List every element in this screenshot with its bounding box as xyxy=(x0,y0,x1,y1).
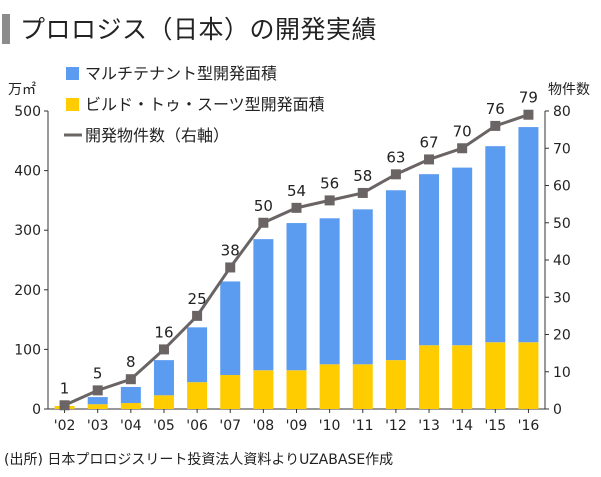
x-tick-label: '03 xyxy=(87,418,109,434)
x-tick-label: '04 xyxy=(120,418,142,434)
line-data-label: 8 xyxy=(126,353,136,371)
x-tick-label: '13 xyxy=(418,418,440,434)
chart-title: プロロジス（日本）の開発実績 xyxy=(20,15,378,44)
bar-build-to-suit xyxy=(452,345,473,409)
bar-multi-tenant xyxy=(120,386,141,404)
bar-multi-tenant xyxy=(87,397,108,405)
left-tick-label: 500 xyxy=(14,104,41,120)
bar-build-to-suit xyxy=(419,345,440,409)
line-data-label: 76 xyxy=(486,100,505,118)
legend-label-multi-tenant: マルチテナント型開発面積 xyxy=(85,64,277,83)
line-data-label: 50 xyxy=(254,197,273,215)
legend-swatch-build-to-suit xyxy=(66,98,79,111)
right-tick-label: 20 xyxy=(553,328,571,344)
line-data-label: 1 xyxy=(60,379,70,397)
line-marker xyxy=(225,262,236,273)
right-tick-label: 30 xyxy=(553,290,571,306)
line-marker xyxy=(490,120,501,131)
x-tick-label: '15 xyxy=(484,418,506,434)
line-data-label: 70 xyxy=(453,122,472,140)
x-tick-label: '05 xyxy=(153,418,175,434)
bar-build-to-suit xyxy=(319,364,340,409)
bar-build-to-suit xyxy=(187,382,208,409)
x-tick-label: '12 xyxy=(385,418,407,434)
bar-multi-tenant xyxy=(485,146,506,343)
bar-build-to-suit xyxy=(220,375,241,409)
bar-multi-tenant xyxy=(187,327,208,383)
line-marker xyxy=(59,400,70,411)
line-marker xyxy=(424,154,435,165)
line-marker xyxy=(258,217,269,228)
line-data-label: 25 xyxy=(188,290,207,308)
line-marker xyxy=(523,109,534,120)
line-marker xyxy=(125,374,136,385)
right-tick-label: 40 xyxy=(553,253,571,269)
line-marker xyxy=(158,344,169,355)
x-tick-label: '08 xyxy=(253,418,275,434)
line-data-label: 58 xyxy=(353,167,372,185)
right-tick-label: 80 xyxy=(553,104,571,120)
bar-multi-tenant xyxy=(220,281,241,376)
line-marker xyxy=(390,169,401,180)
line-marker xyxy=(457,143,468,154)
bar-multi-tenant xyxy=(419,174,440,346)
left-tick-label: 100 xyxy=(14,342,41,358)
bar-multi-tenant xyxy=(153,360,174,396)
bar-build-to-suit xyxy=(120,403,141,409)
x-tick-label: '09 xyxy=(286,418,308,434)
line-marker xyxy=(92,385,103,396)
bar-build-to-suit xyxy=(286,370,307,409)
legend-swatch-multi-tenant xyxy=(66,67,79,80)
line-data-label: 5 xyxy=(93,364,103,382)
right-tick-label: 70 xyxy=(553,141,571,157)
bar-multi-tenant xyxy=(452,167,473,346)
bar-multi-tenant xyxy=(319,218,340,365)
left-tick-label: 200 xyxy=(14,283,41,299)
line-data-label: 54 xyxy=(287,182,306,200)
line-marker xyxy=(291,202,302,213)
right-tick-label: 50 xyxy=(553,216,571,232)
x-tick-label: '07 xyxy=(219,418,241,434)
legend-label-build-to-suit: ビルド・トゥ・スーツ型開発面積 xyxy=(85,95,325,114)
bar-build-to-suit xyxy=(352,364,373,409)
title-accent-bar xyxy=(2,14,10,44)
x-tick-label: '14 xyxy=(451,418,473,434)
x-tick-label: '06 xyxy=(186,418,208,434)
line-marker xyxy=(192,310,203,321)
line-marker xyxy=(357,187,368,198)
right-tick-label: 0 xyxy=(553,402,562,418)
x-tick-label: '10 xyxy=(319,418,341,434)
bar-multi-tenant xyxy=(518,127,539,343)
bar-build-to-suit xyxy=(385,360,406,409)
bar-build-to-suit xyxy=(153,395,174,409)
left-tick-label: 400 xyxy=(14,164,41,180)
right-tick-label: 60 xyxy=(553,179,571,195)
line-data-label: 79 xyxy=(519,89,538,107)
source-note: (出所) 日本プロロジスリート投資法人資料よりUZABASE作成 xyxy=(4,452,394,468)
legend-label-line: 開発物件数（右軸） xyxy=(85,126,229,145)
bar-multi-tenant xyxy=(253,239,274,371)
left-tick-label: 300 xyxy=(14,223,41,239)
right-axis-label: 物件数 xyxy=(548,82,590,98)
line-marker xyxy=(324,195,335,206)
line-data-label: 16 xyxy=(154,323,173,341)
x-tick-label: '16 xyxy=(518,418,540,434)
x-tick-label: '02 xyxy=(54,418,76,434)
bar-build-to-suit xyxy=(87,404,108,409)
line-data-label: 67 xyxy=(419,133,438,151)
bar-build-to-suit xyxy=(485,342,506,409)
bar-multi-tenant xyxy=(385,190,406,361)
right-tick-label: 10 xyxy=(553,365,571,381)
x-tick-label: '11 xyxy=(352,418,374,434)
line-data-label: 38 xyxy=(221,241,240,259)
line-data-label: 63 xyxy=(386,148,405,166)
bar-build-to-suit xyxy=(253,370,274,409)
bar-build-to-suit xyxy=(518,342,539,409)
bar-multi-tenant xyxy=(352,209,373,365)
left-axis-label: 万㎡ xyxy=(8,82,36,98)
line-data-label: 56 xyxy=(320,174,339,192)
left-tick-label: 0 xyxy=(32,402,41,418)
bar-multi-tenant xyxy=(286,223,307,371)
